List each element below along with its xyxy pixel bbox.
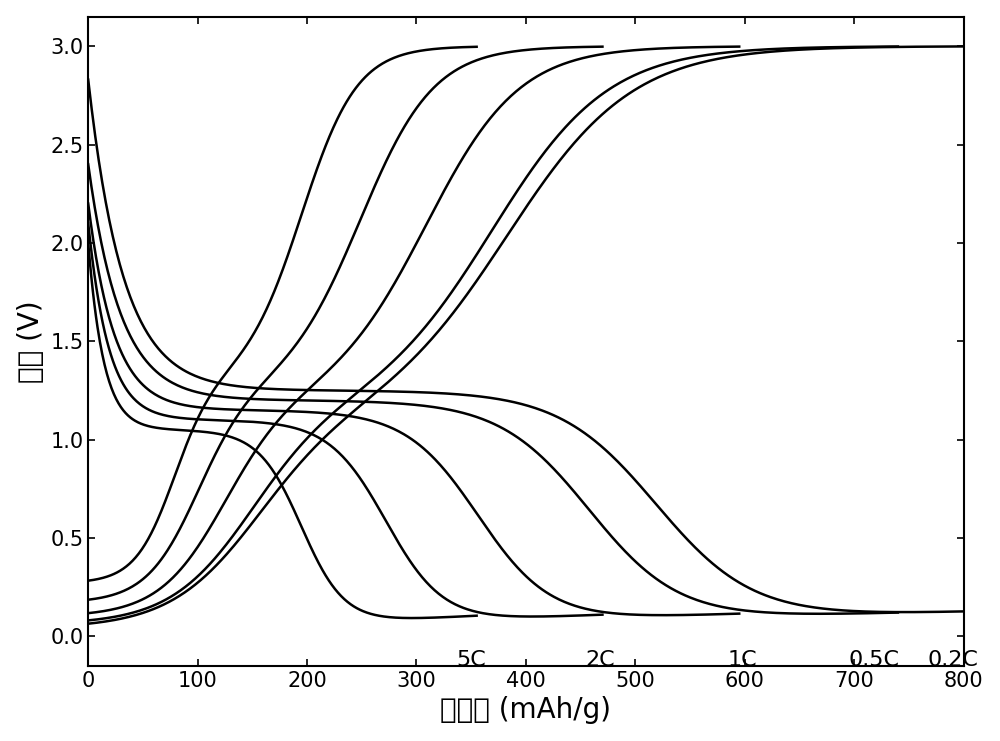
Text: 0.5C: 0.5C	[848, 650, 899, 670]
Text: 5C: 5C	[456, 650, 486, 670]
Y-axis label: 电压 (V): 电压 (V)	[17, 300, 45, 382]
Text: 2C: 2C	[585, 650, 615, 670]
Text: 0.2C: 0.2C	[927, 650, 978, 670]
Text: 1C: 1C	[728, 650, 757, 670]
X-axis label: 比容量 (mAh/g): 比容量 (mAh/g)	[440, 697, 611, 725]
